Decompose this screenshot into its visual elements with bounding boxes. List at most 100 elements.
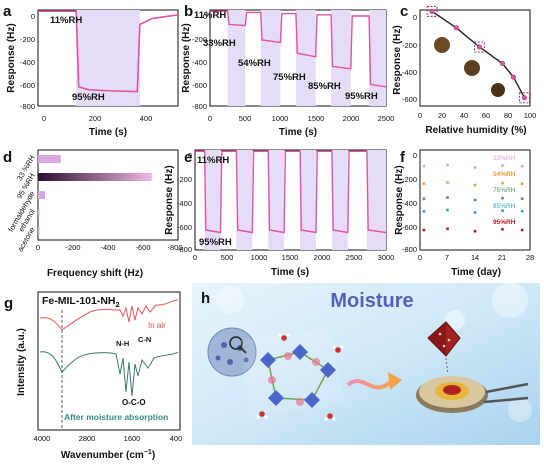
panel-a-ytick-600: -600 bbox=[20, 81, 35, 90]
water-molecule-icon bbox=[256, 411, 268, 419]
panel-f-legend-33rh: 33%RH bbox=[493, 155, 516, 162]
water-molecule-icon bbox=[278, 333, 290, 341]
panel-b-marks bbox=[210, 10, 387, 106]
panel-f-ytick-800: -800 bbox=[402, 245, 417, 254]
panel-g-spectrum-after-moisture bbox=[39, 351, 179, 397]
panel-e-xtick-0: 0 bbox=[193, 253, 197, 262]
panel-b-xlabel: Time (s) bbox=[279, 127, 317, 138]
panel-b-ytick-200: -200 bbox=[192, 35, 207, 44]
fit-line bbox=[431, 10, 526, 99]
panel-c-xtick-0: 0 bbox=[418, 111, 422, 120]
panel-b-label-54rh: 54%RH bbox=[238, 58, 271, 69]
humidity-exposure-band bbox=[295, 10, 316, 106]
panel-b-letter: b bbox=[184, 3, 193, 20]
data-point bbox=[429, 8, 435, 14]
panel-e-ytick-200: -200 bbox=[177, 175, 192, 184]
panel-g-letter: g bbox=[4, 295, 13, 312]
highlight-box bbox=[519, 92, 530, 104]
panel-b-xtick-2500: 2500 bbox=[378, 114, 395, 123]
panel-b-ylabel: Response (Hz) bbox=[181, 23, 192, 92]
panel-c-marks bbox=[426, 5, 530, 104]
data-point bbox=[446, 196, 449, 199]
data-point bbox=[520, 228, 524, 232]
panel-g: g Fe-MIL-101-NH2 In air N-H C-N O-C-O Af… bbox=[4, 291, 182, 461]
panel-c-ylabel: Response (Hz) bbox=[392, 25, 403, 94]
panel-f-letter: f bbox=[400, 149, 406, 166]
bar-1 bbox=[38, 173, 152, 181]
panel-a-ylabel: Response (Hz) bbox=[6, 23, 17, 92]
data-point bbox=[501, 209, 504, 212]
panel-b-label-85rh: 85%RH bbox=[308, 81, 341, 92]
data-point bbox=[501, 181, 504, 185]
qcm-lead-wire bbox=[485, 382, 529, 394]
humidity-exposure-band bbox=[204, 150, 221, 250]
panel-f-marks bbox=[422, 163, 524, 233]
panel-b-ytick-0: 0 bbox=[203, 12, 207, 21]
data-point bbox=[501, 164, 504, 167]
panel-e-xlabel: Time (s) bbox=[271, 267, 309, 278]
panel-h-letter: h bbox=[201, 290, 210, 307]
data-point bbox=[473, 183, 477, 187]
panel-c-ytick-600: -600 bbox=[402, 95, 417, 104]
bubble-icon bbox=[508, 398, 532, 422]
panel-c-crystal-low bbox=[434, 37, 450, 53]
data-point bbox=[499, 60, 505, 66]
panel-h: h Moisture bbox=[192, 282, 540, 445]
panel-c-xtick-80: 80 bbox=[504, 111, 512, 120]
data-point bbox=[521, 95, 527, 101]
panel-f-ytick-400: -400 bbox=[402, 199, 417, 208]
data-point bbox=[520, 197, 524, 201]
panel-d-plot-frame bbox=[37, 149, 179, 241]
panel-a-ytick-0: 0 bbox=[31, 12, 35, 21]
panel-g-xlabel: Wavenumber (cm−1) bbox=[61, 449, 155, 461]
panel-b-ytick-800: -800 bbox=[192, 102, 207, 111]
panel-g-ylabel: Intensity (a.u.) bbox=[16, 328, 27, 396]
panel-g-plot-frame bbox=[37, 291, 181, 431]
humidity-exposure-band bbox=[331, 150, 348, 250]
data-point bbox=[520, 209, 524, 213]
mof-node bbox=[221, 342, 227, 348]
panel-f-legend-95rh: 95%RH bbox=[493, 219, 516, 226]
response-line bbox=[210, 10, 387, 88]
magnifier-icon bbox=[229, 336, 243, 350]
data-point bbox=[446, 227, 449, 231]
humidity-exposure-band bbox=[331, 10, 351, 106]
humidity-exposure-band bbox=[227, 10, 246, 106]
panel-e-marks bbox=[195, 150, 387, 250]
panel-c-ytick-400: -400 bbox=[402, 68, 417, 77]
panel-b-label-75rh: 75%RH bbox=[273, 72, 306, 83]
panel-f-xtick-14: 14 bbox=[471, 253, 479, 262]
panel-b-xtick-1000: 1000 bbox=[272, 114, 289, 123]
panel-f-ytick-600: -600 bbox=[402, 223, 417, 232]
panel-d: d 33 %RH 95 %RH formaldehyde ethanol ace… bbox=[3, 149, 183, 279]
panel-f-ytick-200: -200 bbox=[402, 175, 417, 184]
mof-crystal-face bbox=[428, 322, 446, 356]
data-point bbox=[501, 196, 504, 200]
response-line bbox=[38, 10, 179, 93]
humidity-exposure-band bbox=[268, 150, 285, 250]
panel-g-title: Fe-MIL-101-NH2 bbox=[42, 295, 120, 309]
panel-e-xtick-1000: 1000 bbox=[251, 253, 268, 262]
data-point bbox=[446, 181, 449, 184]
panel-b-label-33rh: 33%RH bbox=[203, 38, 236, 49]
panel-c-plot-frame bbox=[419, 9, 531, 107]
mof-node bbox=[227, 359, 233, 365]
panel-b: b 0 500 1000 1500 2000 2500 0 -200 -400 … bbox=[181, 3, 394, 138]
panel-g-label-after: After moisture absorption bbox=[64, 412, 168, 422]
panel-g-xtick-4000: 4000 bbox=[34, 434, 51, 443]
panel-a-label-11rh: 11%RH bbox=[50, 15, 82, 26]
panel-g-xtick-1600: 1600 bbox=[124, 434, 141, 443]
panel-c: c 0 20 40 60 80 100 0 -200 -400 -600 Rel… bbox=[392, 3, 536, 136]
panel-f-plot-frame bbox=[419, 149, 531, 251]
data-point bbox=[422, 209, 426, 213]
data-point bbox=[473, 211, 477, 214]
panel-f: f 33%RH 54%RH 75%RH 85%RH 95%RH 0 7 14 2… bbox=[394, 149, 534, 278]
panel-g-label-in-air: In air bbox=[148, 321, 166, 330]
data-point bbox=[422, 164, 426, 168]
panel-c-xtick-60: 60 bbox=[482, 111, 490, 120]
water-molecule-icon bbox=[324, 413, 336, 421]
humidity-exposure-band bbox=[260, 10, 281, 106]
data-point bbox=[453, 25, 459, 31]
panel-b-ytick-600: -600 bbox=[192, 81, 207, 90]
